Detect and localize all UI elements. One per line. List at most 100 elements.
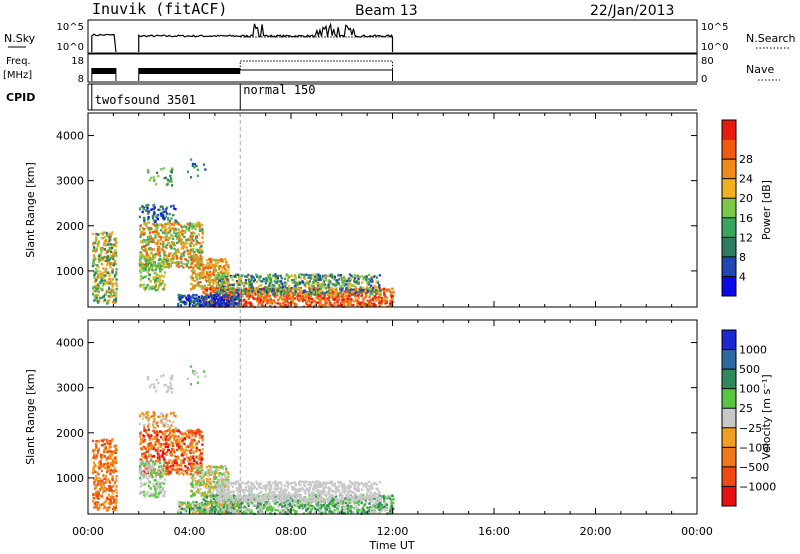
power-cell [376,286,379,289]
power-cell [209,270,212,274]
power-cell [321,277,324,281]
power-cell [374,304,377,307]
power-cell [315,294,318,298]
power-cell [316,290,319,293]
power-cell [201,228,204,231]
power-cell [205,275,208,278]
power-cell [272,289,275,292]
power-cell [357,277,360,281]
velocity-cell [144,475,147,479]
velocity-cell [314,500,318,503]
power-cell [314,279,318,283]
power-cell [279,284,282,287]
velocity-cell [339,493,342,497]
power-cell [167,262,170,266]
velocity-cell [149,472,152,475]
velocity-cell [245,512,248,515]
power-cell [362,287,365,290]
velocity-cell [161,486,164,490]
power-cell [139,264,142,268]
velocity-cell [352,510,355,514]
velocity-cell [100,439,103,442]
power-cell [156,228,159,231]
power-cell [183,251,186,254]
power-cell [146,238,149,241]
velocity-cell [191,445,194,448]
power-cell [342,283,345,286]
velocity-cell [150,470,153,474]
power-cell [108,240,111,243]
velocity-cell [182,461,185,464]
power-cell [191,269,194,272]
power-cell [199,264,203,268]
power-cell [140,245,144,249]
power-cell [191,222,194,226]
velocity-cell [185,453,188,456]
power-cell [335,291,338,295]
power-cell [324,298,327,301]
velocity-cell [151,429,154,433]
power-cell [172,252,175,256]
velocity-cell [106,468,110,471]
velocity-cell [211,480,214,483]
power-cell [198,249,201,253]
power-cell [190,231,193,235]
power-cell [162,262,165,266]
velocity-cell [112,499,116,502]
power-cell [319,291,322,295]
power-cell [219,296,222,299]
power-cell [298,273,302,276]
power-cell [102,267,105,270]
power-cell [99,259,102,262]
power-cell [251,292,254,295]
power-cell [313,278,316,282]
power-cell [105,255,108,259]
velocity-cell [145,458,149,462]
power-cell [97,276,100,279]
velocity-cell [153,437,156,441]
power-cell [274,286,277,290]
power-cell [96,285,99,289]
power-cell [139,261,142,264]
power-cell [324,303,328,306]
power-cell [225,263,228,267]
velocity-cell [203,491,207,495]
power-cell [356,299,359,303]
velocity-cell [109,441,112,445]
power-cell [204,297,207,300]
power-cell [324,279,327,282]
power-cell [221,288,224,292]
power-cell [214,287,217,291]
power-cell [94,286,97,289]
power-cell [217,290,220,294]
power-cell [157,232,160,236]
power-cell [112,253,115,256]
power-cell [362,301,365,304]
velocity-cell [177,435,180,438]
power-cell [106,289,109,293]
velocity-cell [111,501,114,505]
power-cell [142,248,145,252]
velocity-cell [155,471,159,475]
velocity-cell [164,422,167,425]
power-cell [229,274,233,278]
power-cell [355,274,358,278]
velocity-cell [175,462,178,465]
velocity-cell [194,435,197,438]
power-cell [156,247,160,251]
power-cell [343,301,346,304]
power-cell [346,297,350,300]
power-cell [201,250,204,253]
velocity-cell [104,450,108,453]
power-cell [319,278,322,281]
power-cell [139,255,142,259]
velocity-cell [156,487,159,490]
power-cell [200,294,204,298]
velocity-cell [204,471,207,474]
power-cell [148,231,152,235]
power-cell [198,251,201,254]
power-cell [332,295,335,298]
power-cell [172,223,176,227]
velocity-cell [157,415,160,419]
power-cell [282,294,285,297]
